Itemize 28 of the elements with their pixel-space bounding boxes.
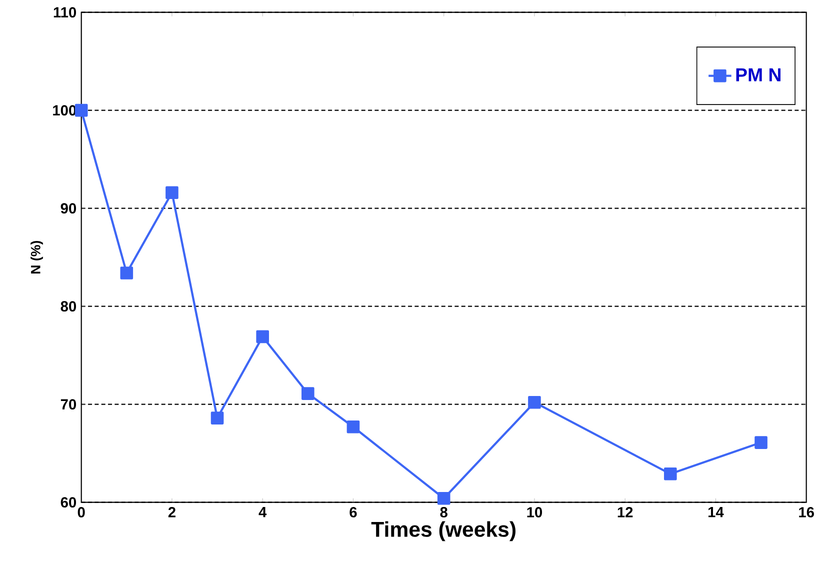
point [528, 396, 541, 409]
point [256, 330, 269, 344]
y-tick-label: 90 [60, 203, 76, 214]
point [346, 420, 360, 434]
x-tick-label: 4 [258, 507, 267, 518]
x-tick-label: 16 [799, 507, 814, 518]
x-axis-title: Times (weeks) [371, 521, 516, 542]
point [74, 104, 88, 117]
point [166, 186, 178, 200]
x-tick-label: 8 [440, 507, 448, 518]
x-tick-label: 12 [618, 507, 633, 518]
y-tick-label: 70 [60, 399, 76, 410]
x-tick-label: 0 [78, 507, 85, 518]
y-tick-label: 80 [60, 301, 76, 312]
point [210, 412, 224, 424]
point [437, 492, 450, 505]
y-axis-title: N (%) [30, 240, 43, 274]
point [664, 467, 677, 480]
y-tick-label: 60 [60, 497, 76, 508]
point [301, 387, 314, 400]
y-tick-label: 110 [54, 7, 76, 18]
x-tick-label: 10 [527, 507, 542, 518]
x-tick-label: 2 [168, 507, 176, 518]
x-tick-label: 6 [350, 507, 357, 518]
point [754, 436, 768, 449]
point [120, 266, 134, 280]
legend-label: PM N [736, 68, 780, 82]
x-tick-label: 14 [708, 507, 724, 518]
